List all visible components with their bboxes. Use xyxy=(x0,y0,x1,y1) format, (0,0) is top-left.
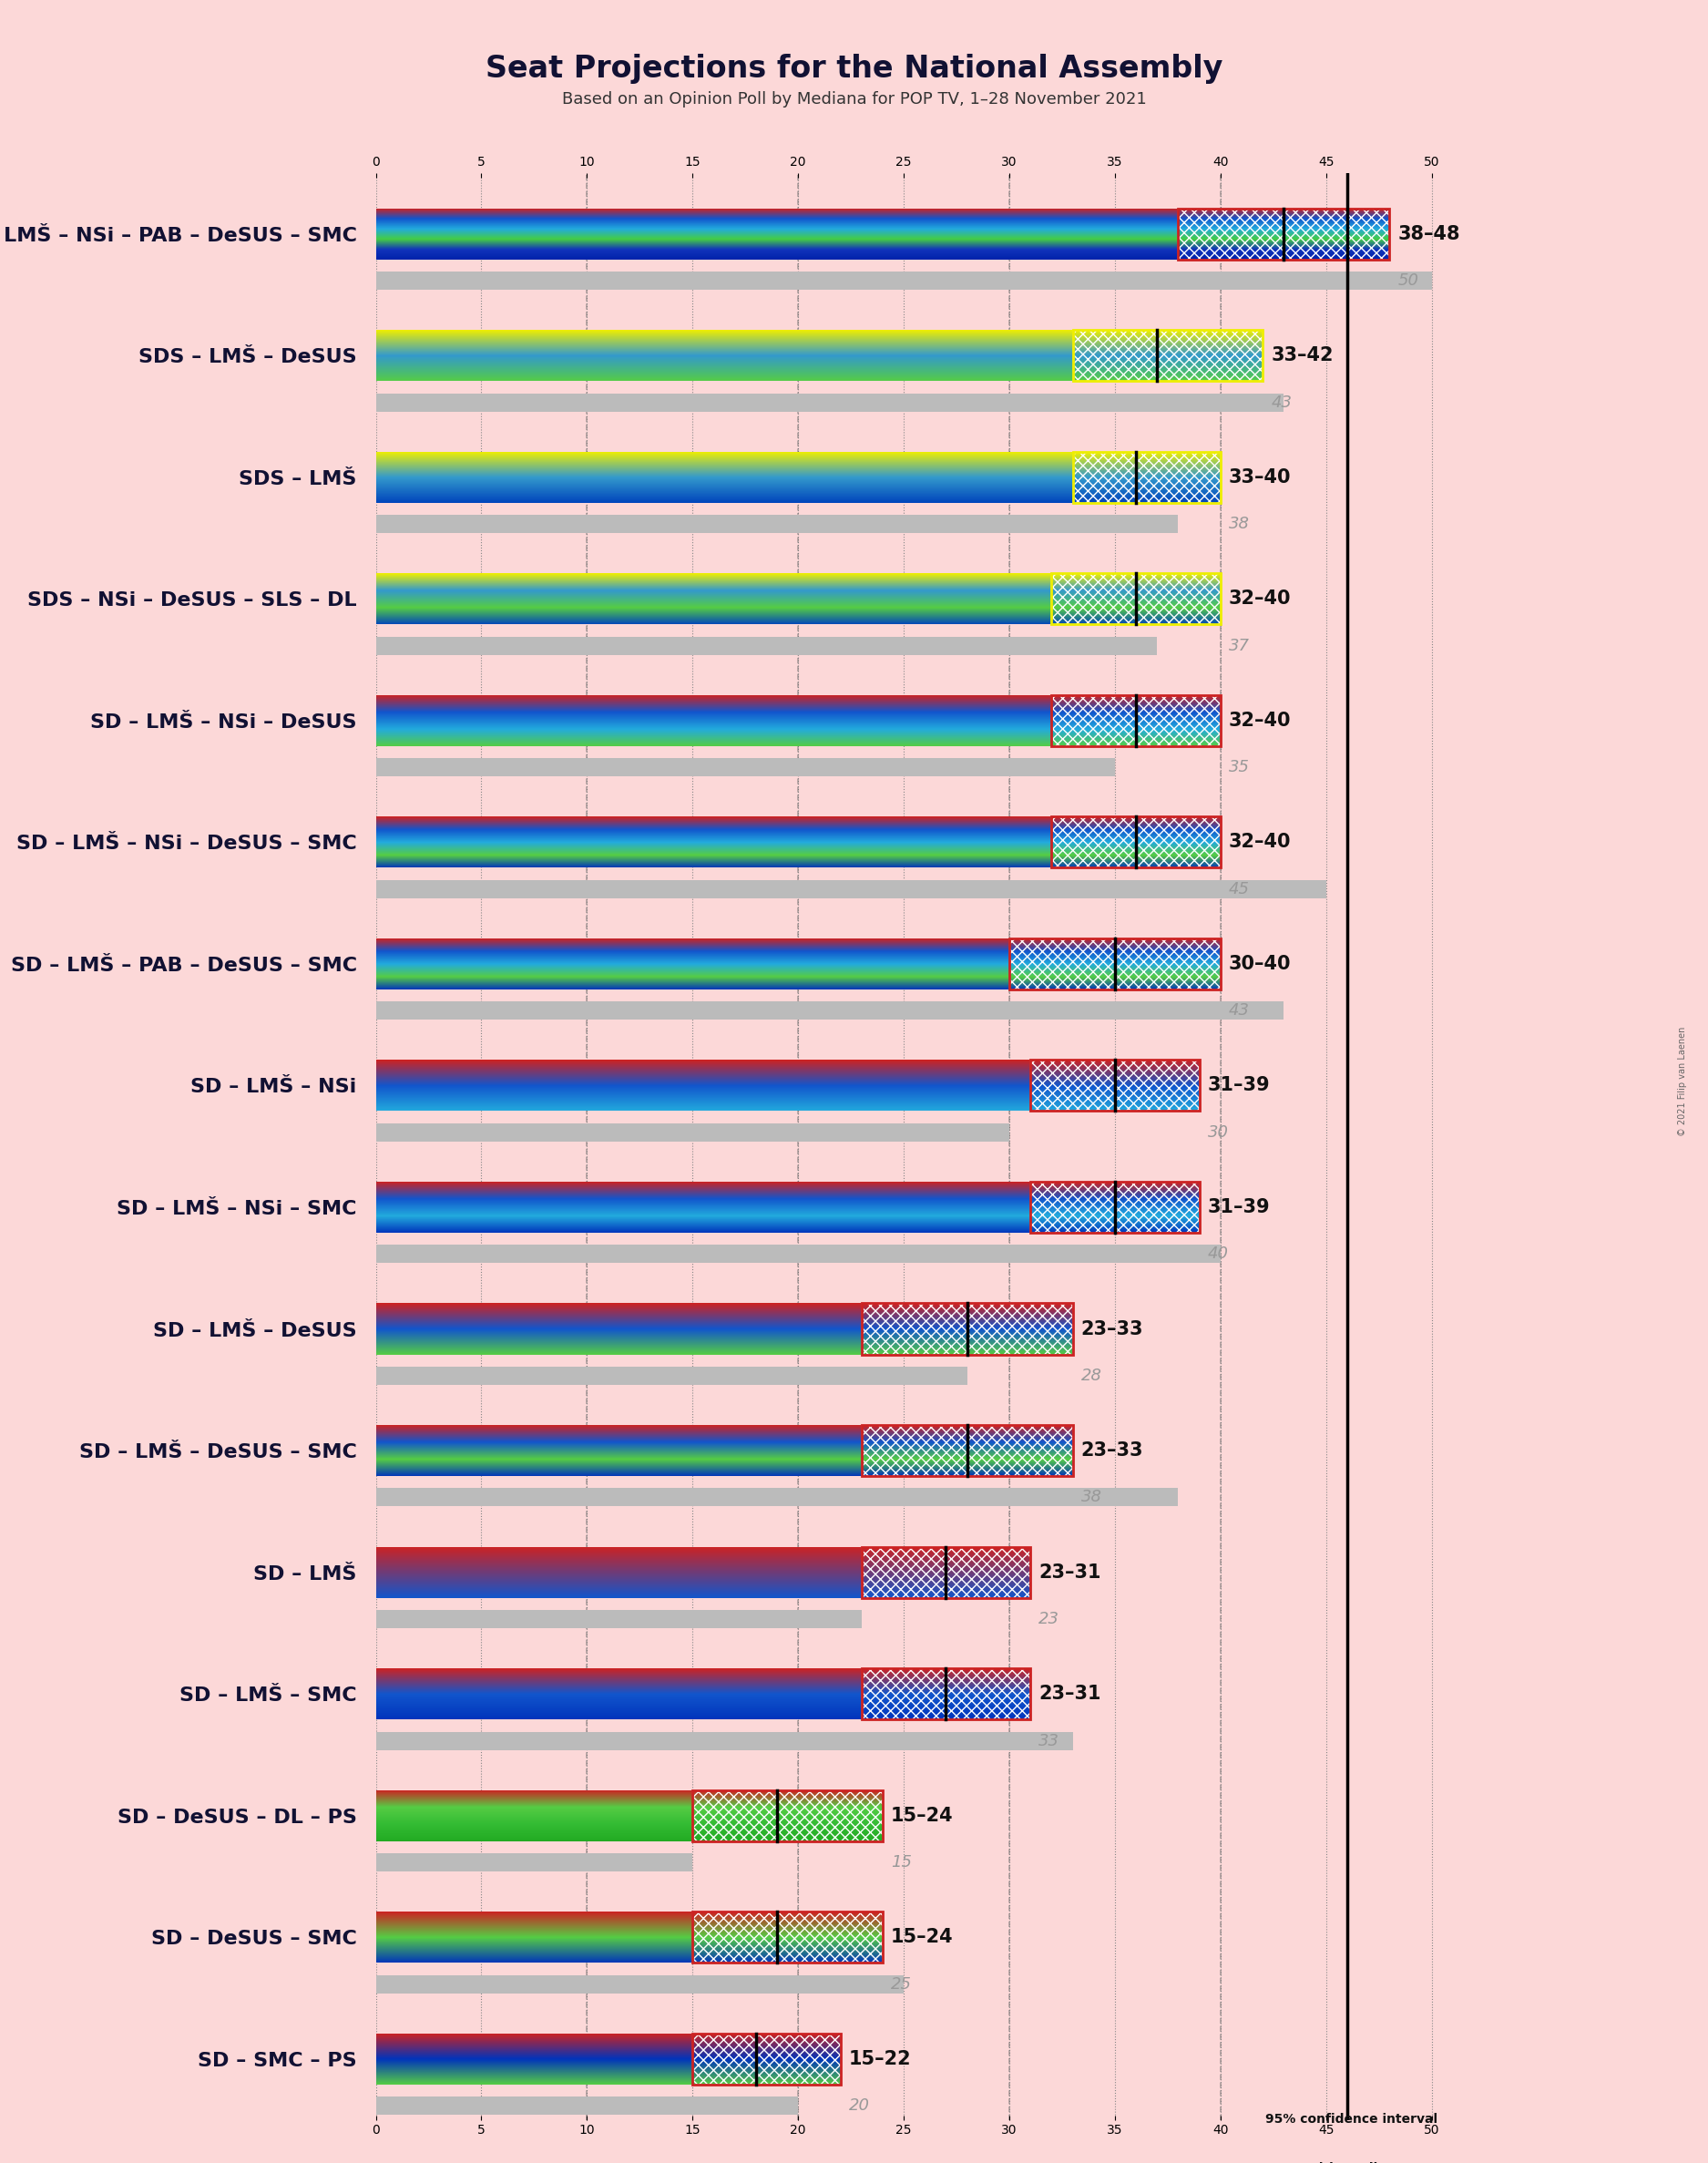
Bar xyxy=(1030,1181,1199,1233)
Bar xyxy=(376,394,1284,411)
Text: 33–42: 33–42 xyxy=(1271,346,1334,366)
Bar xyxy=(861,1668,1030,1720)
Bar xyxy=(1073,331,1262,381)
Bar xyxy=(1030,1181,1199,1233)
Bar xyxy=(376,273,1431,290)
Bar xyxy=(692,1912,883,1962)
Text: 15: 15 xyxy=(892,1854,912,1871)
Text: 33–40: 33–40 xyxy=(1228,467,1291,487)
Text: 23–31: 23–31 xyxy=(1038,1685,1102,1702)
Text: Based on an Opinion Poll by Mediana for POP TV, 1–28 November 2021: Based on an Opinion Poll by Mediana for … xyxy=(562,91,1146,108)
Text: 32–40: 32–40 xyxy=(1228,712,1291,729)
Bar xyxy=(376,880,1325,898)
Text: 37: 37 xyxy=(1228,638,1250,653)
Bar xyxy=(1179,208,1389,260)
Text: 43: 43 xyxy=(1271,394,1291,411)
Bar xyxy=(1030,1060,1199,1112)
Text: © 2021 Filip van Laenen: © 2021 Filip van Laenen xyxy=(1677,1027,1688,1136)
Bar xyxy=(861,1304,1073,1354)
Text: 15–24: 15–24 xyxy=(892,1927,953,1947)
Text: 50: 50 xyxy=(1397,273,1419,290)
Text: 25: 25 xyxy=(892,1975,912,1992)
Bar xyxy=(1009,939,1221,988)
Bar xyxy=(1052,573,1221,625)
Text: 23–33: 23–33 xyxy=(1081,1319,1143,1339)
Bar xyxy=(692,1791,883,1841)
Bar xyxy=(376,515,1179,534)
Text: 23–33: 23–33 xyxy=(1081,1441,1143,1460)
Text: 32–40: 32–40 xyxy=(1228,833,1291,852)
Bar xyxy=(376,1975,904,1994)
Text: 30–40: 30–40 xyxy=(1228,954,1291,973)
Bar xyxy=(1030,1060,1199,1112)
Bar xyxy=(376,1488,1179,1508)
Bar xyxy=(376,1733,1073,1750)
Text: 38: 38 xyxy=(1228,515,1250,532)
Bar xyxy=(692,1791,883,1841)
Bar xyxy=(692,2033,840,2085)
Bar xyxy=(1009,939,1221,988)
Text: 35: 35 xyxy=(1228,759,1250,777)
Bar xyxy=(692,2033,840,2085)
Bar xyxy=(692,1912,883,1962)
Bar xyxy=(376,759,1115,777)
Text: 45: 45 xyxy=(1228,880,1250,898)
Text: 38–48: 38–48 xyxy=(1397,225,1460,242)
Text: 31–39: 31–39 xyxy=(1208,1198,1271,1216)
Bar xyxy=(376,1367,967,1384)
Bar xyxy=(376,1246,1221,1263)
Bar xyxy=(1073,452,1221,502)
Text: 33: 33 xyxy=(1038,1733,1059,1750)
Text: 15–24: 15–24 xyxy=(892,1806,953,1826)
Text: 20: 20 xyxy=(849,2098,869,2113)
Bar xyxy=(376,1001,1284,1021)
Bar xyxy=(376,1123,1009,1142)
Bar xyxy=(376,1854,692,1871)
Text: 32–40: 32–40 xyxy=(1228,590,1291,608)
Bar xyxy=(376,636,1156,655)
Text: 23–31: 23–31 xyxy=(1038,1564,1102,1581)
Bar xyxy=(1179,208,1389,260)
Text: Seat Projections for the National Assembly: Seat Projections for the National Assemb… xyxy=(485,54,1223,84)
Bar xyxy=(861,1304,1073,1354)
Bar xyxy=(1073,331,1262,381)
Bar xyxy=(861,1425,1073,1475)
Bar xyxy=(1052,818,1221,867)
Text: 28: 28 xyxy=(1081,1367,1102,1384)
Text: 43: 43 xyxy=(1228,1001,1250,1019)
Bar xyxy=(1052,573,1221,625)
Text: 95% confidence interval: 95% confidence interval xyxy=(1266,2113,1438,2126)
Bar xyxy=(1052,818,1221,867)
Bar xyxy=(861,1668,1030,1720)
Text: 31–39: 31–39 xyxy=(1208,1077,1271,1094)
Bar xyxy=(861,1547,1030,1598)
Bar xyxy=(861,1425,1073,1475)
Bar xyxy=(1052,694,1221,746)
Bar xyxy=(376,2096,798,2115)
Text: 30: 30 xyxy=(1208,1125,1228,1140)
Bar xyxy=(1073,452,1221,502)
Bar xyxy=(376,1609,861,1629)
Text: 38: 38 xyxy=(1081,1488,1102,1505)
Text: 40: 40 xyxy=(1208,1246,1228,1263)
Bar xyxy=(1052,694,1221,746)
Bar xyxy=(861,1547,1030,1598)
Text: 15–22: 15–22 xyxy=(849,2051,912,2068)
Text: 23: 23 xyxy=(1038,1611,1059,1627)
